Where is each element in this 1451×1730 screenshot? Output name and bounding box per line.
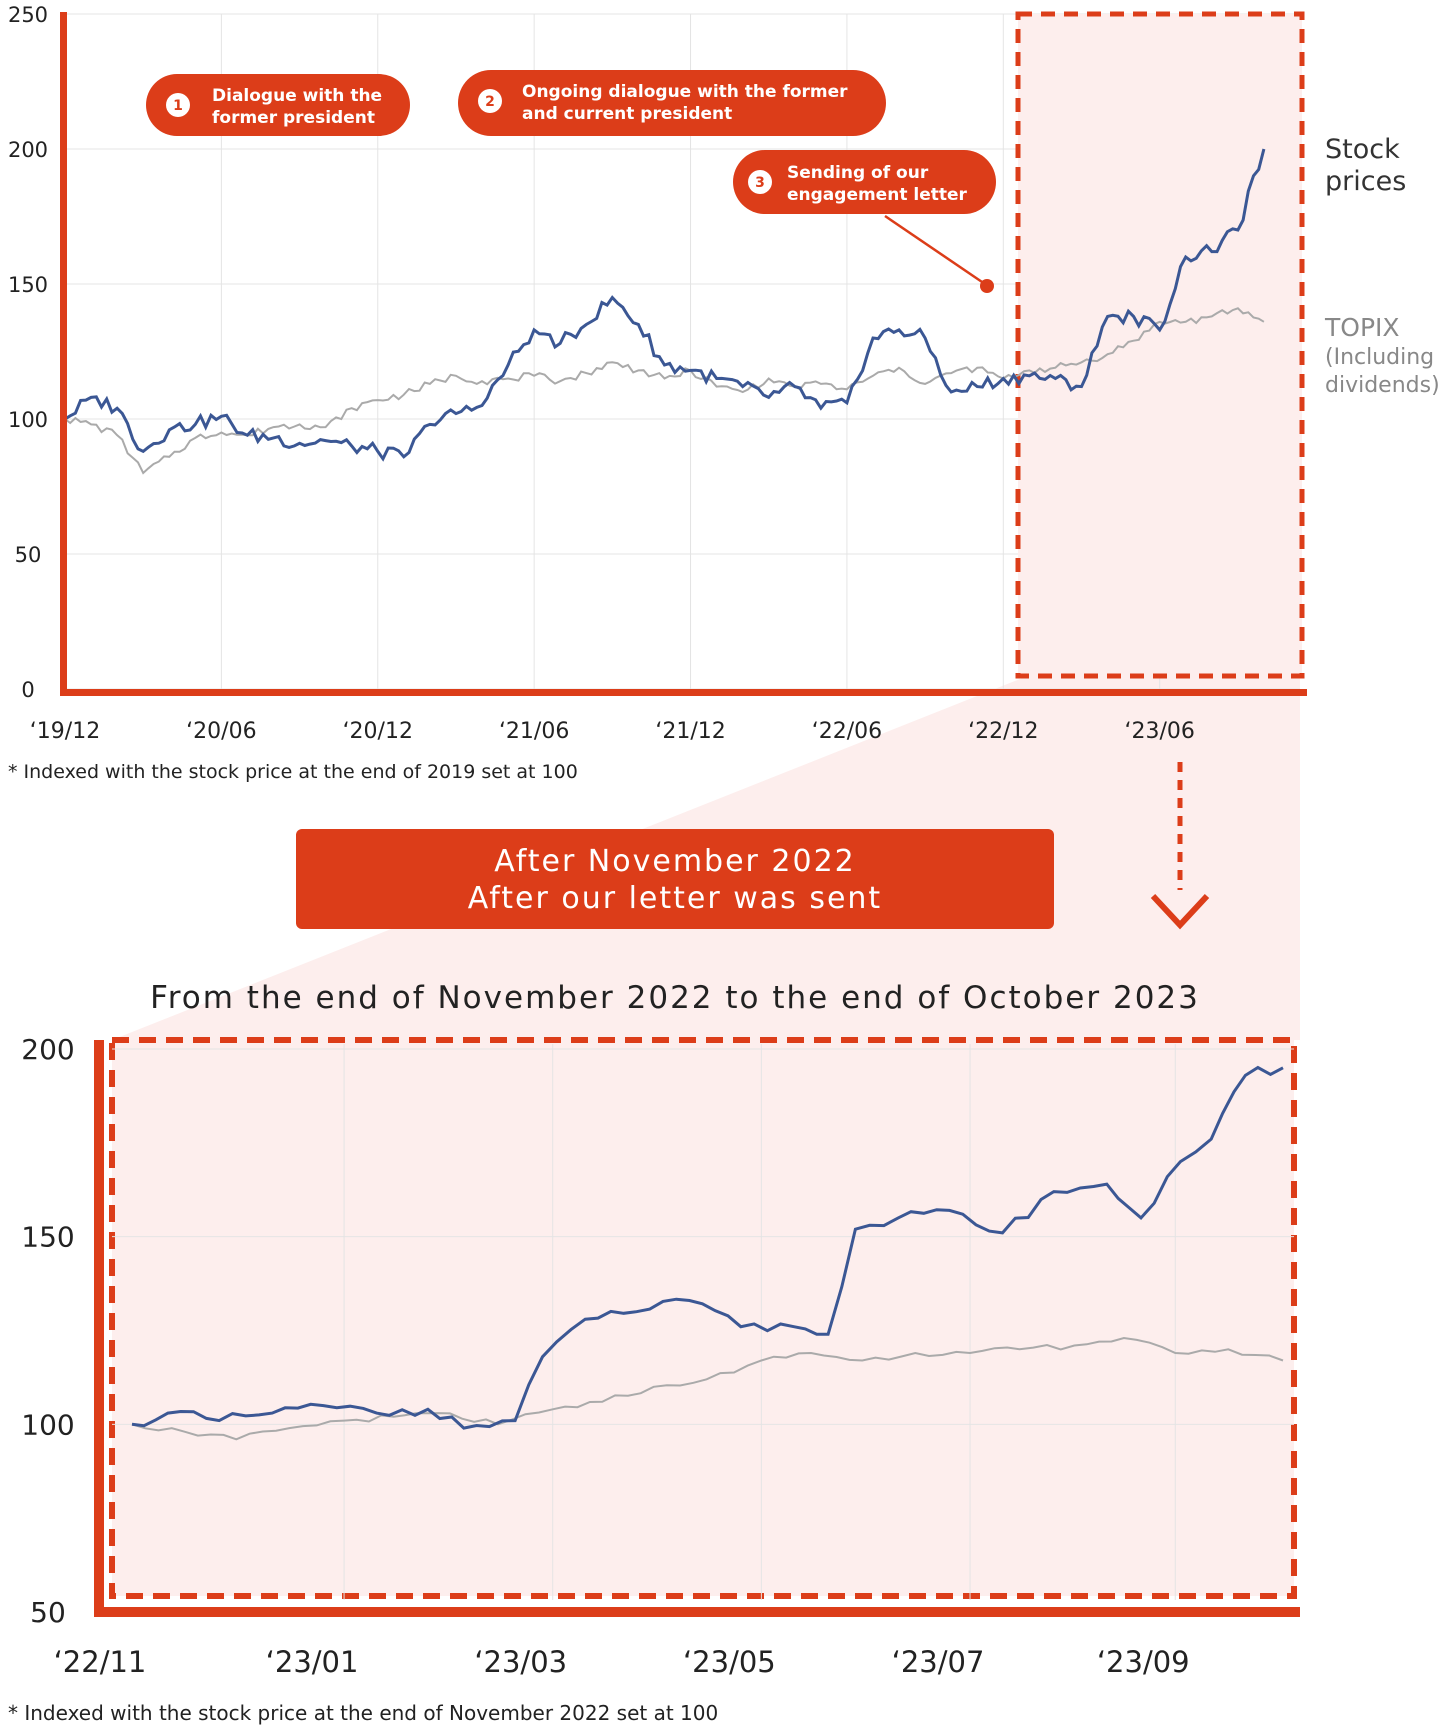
top-x-tick-label: ‘21/12 [655,719,725,744]
legend-topix-line1: TOPIX [1324,313,1400,342]
top-x-tick-label: ‘20/06 [186,719,256,744]
annotation-2-line1: Ongoing dialogue with the former [522,82,848,102]
top-stock-line [64,148,1266,462]
chevron-down-icon [1150,893,1210,930]
bottom-x-tick-label: ‘23/07 [892,1645,985,1679]
bottom-x-tick-label: ‘23/05 [683,1645,776,1679]
top-y-tick-label: 100 [8,408,48,432]
annotation-3: 3 Sending of our engagement letter [733,150,996,293]
top-x-tick-label: ‘19/12 [30,719,100,744]
bottom-y-tick-label: 200 [21,1033,74,1066]
top-x-tick-label: ‘22/06 [812,719,882,744]
annotation-2: 2 Ongoing dialogue with the former and c… [458,70,886,136]
bottom-y-axis: 50 100 150 200 [21,1033,74,1629]
top-highlight-region [1015,11,1305,679]
top-x-tick-label: ‘23/06 [1124,719,1194,744]
annotation-2-number: 2 [485,94,495,110]
top-x-axis: ‘19/12 ‘20/06 ‘20/12 ‘21/06 ‘21/12 ‘22/06 ‘22/… [30,719,1195,744]
annotation-1-number: 1 [173,98,183,114]
banner [296,829,1054,929]
bottom-x-tick-label: ‘23/09 [1097,1645,1190,1679]
top-y-tick-label: 200 [8,138,48,162]
bottom-x-tick-label: ‘23/03 [474,1645,567,1679]
banner-line2: After our letter was sent [468,881,882,916]
bottom-topix-line [131,1336,1284,1441]
bottom-chart-title: From the end of November 2022 to the end… [150,980,1200,1016]
bottom-y-tick-label: 100 [21,1408,74,1441]
bottom-x-axis-line [94,1607,1300,1617]
annotation-3-line1: Sending of our [787,163,929,183]
bottom-y-tick-label: 150 [21,1221,74,1254]
annotation-2-line2: and current president [522,104,732,124]
top-y-axis: 0 50 100 150 200 250 [8,3,48,702]
bottom-stock-line [131,1065,1284,1430]
legend-stock-line1: Stock [1325,134,1400,165]
bottom-y-tick-label: 50 [30,1596,66,1629]
legend-topix-line3: dividends) [1325,373,1440,398]
bottom-y-axis-line [94,1040,104,1617]
annotation-1: 1 Dialogue with the former president [146,74,410,136]
bottom-x-axis: ‘22/11 ‘23/01 ‘23/03 ‘23/05 ‘23/07 ‘23/09 [54,1645,1190,1679]
top-x-axis-line [60,689,1307,696]
top-x-tick-label: ‘20/12 [343,719,413,744]
top-footnote: * Indexed with the stock price at the en… [8,761,578,783]
bottom-x-tick-label: ‘23/01 [266,1645,359,1679]
top-y-tick-label: 150 [8,273,48,297]
bottom-chart-grid [112,1044,1294,1600]
top-x-tick-label: ‘21/06 [499,719,569,744]
top-y-tick-label: 250 [8,3,48,27]
top-topix-line [64,307,1265,475]
bottom-highlight-region [109,1037,1297,1599]
top-y-tick-label: 50 [15,543,42,567]
legend-stock-line2: prices [1325,166,1406,197]
top-x-tick-label: ‘22/12 [968,719,1038,744]
annotation-1-line2: former president [212,108,375,128]
annotation-3-line2: engagement letter [787,185,968,205]
legend-topix-line2: (Including [1325,345,1434,370]
bottom-x-tick-label: ‘22/11 [54,1645,147,1679]
top-y-axis-line [60,12,67,696]
annotation-3-number: 3 [755,175,765,191]
bottom-footnote: * Indexed with the stock price at the en… [8,1701,718,1725]
top-y-tick-label: 0 [21,678,34,702]
banner-line1: After November 2022 [494,844,856,879]
annotation-1-line1: Dialogue with the [212,86,382,106]
